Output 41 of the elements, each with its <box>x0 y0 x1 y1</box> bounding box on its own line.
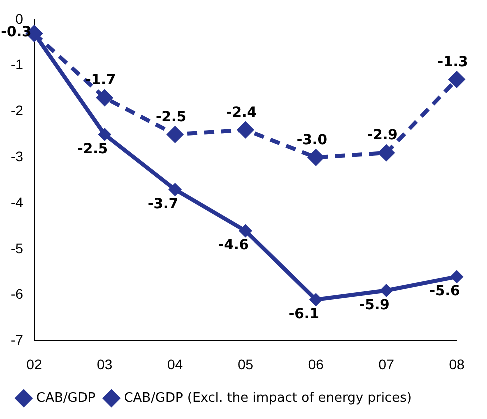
point <box>96 90 114 107</box>
data-label: -6.1 <box>288 306 320 323</box>
point <box>308 149 325 166</box>
y-tick-label: 0 <box>16 10 24 27</box>
data-label: -5.6 <box>430 284 460 300</box>
data-label: -5.9 <box>359 297 390 314</box>
point <box>378 144 396 162</box>
point <box>310 293 323 306</box>
point <box>98 128 112 142</box>
point <box>237 122 254 139</box>
legend-label: CAB/GDP <box>36 390 96 406</box>
data-label: -2.5 <box>156 109 187 126</box>
x-tick-label: 08 <box>449 356 465 372</box>
data-label: -3.0 <box>296 132 328 148</box>
x-tick-label: 03 <box>97 356 113 372</box>
y-tick-label: -3 <box>10 148 24 165</box>
point <box>166 126 184 144</box>
data-label: -1.7 <box>86 72 116 89</box>
y-tick-label: -4 <box>10 194 24 210</box>
point <box>448 71 466 88</box>
data-label: -2.5 <box>78 141 108 158</box>
data-label: -2.9 <box>367 128 398 144</box>
point <box>168 183 182 196</box>
x-tick-label: 07 <box>378 356 395 372</box>
legend-label: CAB/GDP (Excl. the impact of energy prices) <box>124 390 412 406</box>
data-label: -1.3 <box>438 54 468 70</box>
point <box>239 224 252 238</box>
x-tick-label: 04 <box>168 356 184 372</box>
x-tick-label: 02 <box>26 356 42 372</box>
x-tick-label: 06 <box>308 356 324 372</box>
y-tick-label: -2 <box>10 102 24 119</box>
x-tick-label: 05 <box>238 356 254 372</box>
point <box>450 270 464 284</box>
data-label: -2.4 <box>226 104 258 121</box>
y-tick-label: -1 <box>10 56 24 73</box>
data-label: -4.6 <box>218 238 250 254</box>
y-tick-label: -5 <box>10 240 24 256</box>
y-tick-label: -6 <box>10 286 24 302</box>
data-label: -3.7 <box>148 196 179 212</box>
point <box>380 284 394 298</box>
y-tick-label: -7 <box>10 332 24 348</box>
